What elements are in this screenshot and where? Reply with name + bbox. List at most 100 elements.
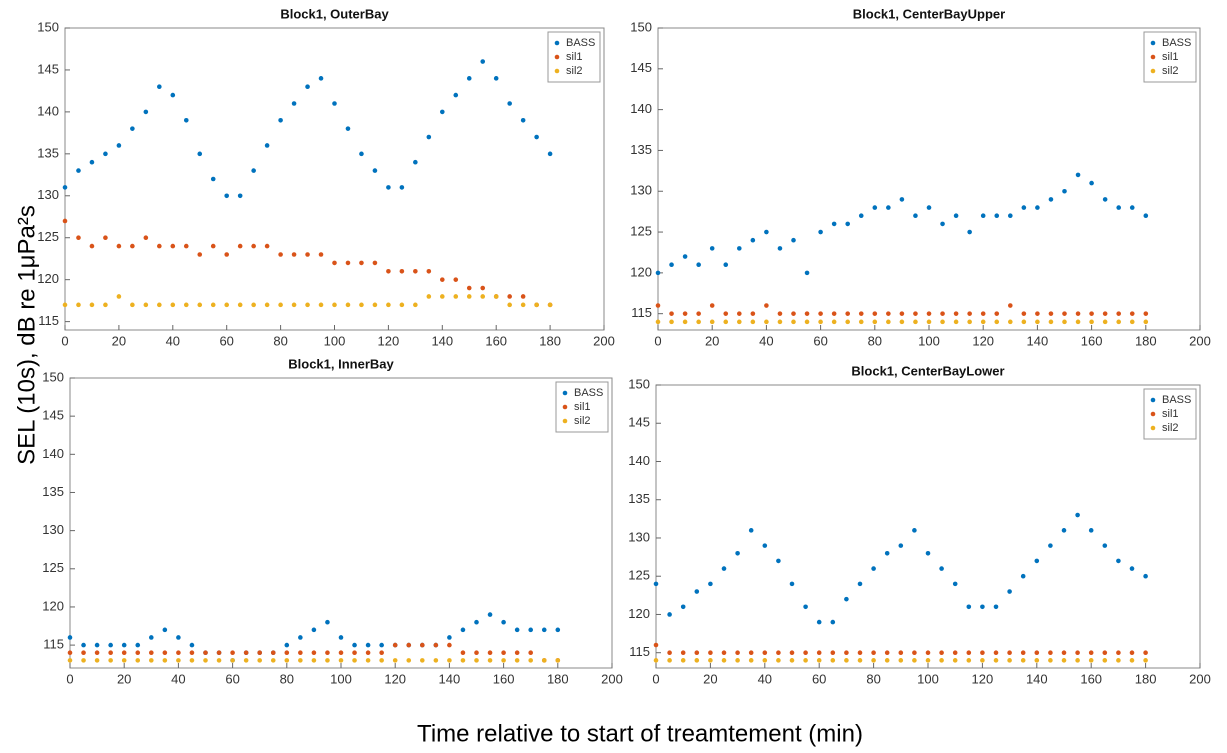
data-point (886, 319, 891, 325)
data-point (183, 117, 189, 123)
legend-marker (1150, 68, 1156, 74)
data-point (818, 311, 823, 316)
data-point (501, 619, 506, 625)
data-point (1035, 205, 1040, 210)
data-point (514, 658, 520, 663)
data-point (708, 650, 713, 656)
data-point (966, 604, 972, 610)
y-tick-label: 130 (628, 529, 650, 544)
data-point (1089, 319, 1094, 325)
data-point (844, 596, 849, 602)
data-point (1116, 650, 1121, 656)
y-tick-label: 125 (630, 223, 652, 238)
data-point (379, 642, 384, 648)
data-point (426, 134, 432, 140)
data-point (170, 302, 176, 308)
data-point (183, 243, 189, 249)
x-tick-label: 160 (493, 671, 515, 686)
data-point (1048, 658, 1053, 663)
data-point (899, 311, 905, 316)
data-point (1008, 303, 1013, 308)
x-tick-label: 40 (758, 671, 772, 686)
data-point (845, 311, 850, 316)
data-point (189, 642, 195, 648)
data-point (311, 627, 317, 633)
data-point (325, 619, 330, 625)
data-point (270, 650, 276, 656)
data-point (735, 658, 740, 663)
plot-area (64, 27, 605, 331)
y-tick-label: 135 (630, 142, 652, 157)
data-point (162, 627, 168, 633)
data-point (980, 213, 986, 219)
data-point (251, 302, 256, 308)
data-point (332, 302, 337, 308)
y-tick-label: 150 (37, 19, 59, 34)
data-point (1102, 319, 1108, 325)
data-point (886, 311, 891, 316)
data-point (696, 262, 701, 268)
data-point (130, 302, 135, 308)
legend-label: sil2 (566, 65, 583, 77)
legend-label: sil2 (1162, 65, 1179, 77)
y-tick-label: 140 (42, 446, 64, 461)
data-point (857, 650, 863, 656)
y-tick-label: 120 (37, 271, 59, 286)
data-point (1035, 319, 1040, 325)
data-point (925, 658, 931, 663)
data-point (399, 302, 405, 308)
data-point (1061, 658, 1067, 663)
data-point (183, 302, 189, 308)
data-point (748, 658, 754, 663)
x-tick-label: 180 (1135, 333, 1157, 348)
data-point (680, 658, 686, 663)
plot-area (657, 27, 1201, 331)
data-point (257, 658, 263, 663)
y-tick-label: 150 (628, 376, 650, 391)
data-point (912, 528, 917, 533)
y-tick-label: 120 (42, 598, 64, 613)
x-tick-label: 200 (601, 671, 623, 686)
data-point (547, 151, 553, 157)
data-point (1034, 658, 1040, 663)
data-point (203, 650, 208, 656)
panel-title: Block1, InnerBay (288, 356, 394, 371)
data-point (237, 302, 243, 308)
x-tick-label: 140 (1026, 671, 1048, 686)
data-point (1075, 650, 1080, 656)
data-point (352, 642, 357, 648)
x-tick-label: 40 (171, 671, 185, 686)
data-point (466, 294, 472, 299)
data-point (149, 658, 154, 663)
x-tick-label: 100 (918, 333, 940, 348)
data-point (338, 650, 344, 656)
data-point (940, 319, 945, 325)
data-point (345, 260, 351, 266)
legend-marker (562, 404, 568, 410)
data-point (1035, 311, 1040, 316)
data-point (750, 237, 756, 243)
data-point (305, 252, 310, 257)
data-point (62, 185, 68, 190)
legend-label: sil2 (574, 415, 591, 427)
data-point (1075, 512, 1080, 518)
data-point (1143, 658, 1148, 663)
data-point (721, 658, 727, 663)
data-point (735, 550, 740, 556)
data-point (1129, 311, 1135, 316)
x-tick-label: 180 (539, 333, 561, 348)
data-point (940, 311, 945, 316)
data-point (157, 84, 162, 90)
data-point (1143, 573, 1148, 579)
data-point (406, 658, 412, 663)
data-point (1088, 528, 1094, 533)
data-point (224, 193, 229, 199)
x-tick-label: 40 (166, 333, 180, 348)
y-tick-label: 140 (37, 103, 59, 118)
data-point (993, 658, 999, 663)
data-point (1116, 658, 1121, 663)
x-tick-label: 80 (280, 671, 294, 686)
data-point (440, 277, 445, 282)
legend-marker (554, 54, 560, 60)
